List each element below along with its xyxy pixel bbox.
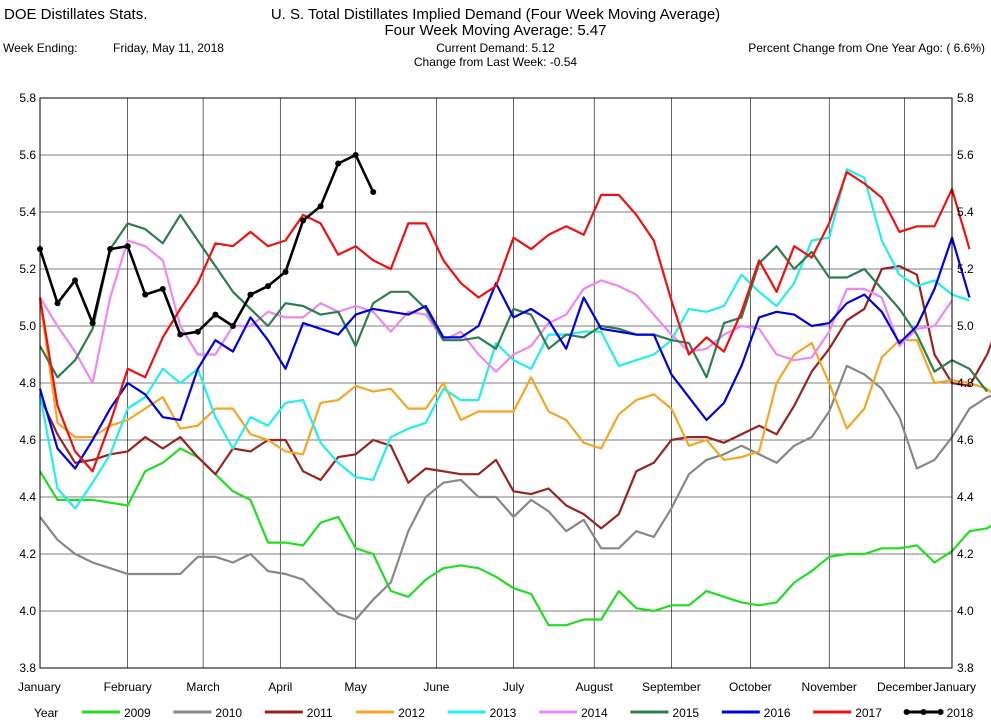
y-tick-label-right: 5.6: [957, 148, 974, 162]
legend-label-2010: 2010: [215, 706, 242, 720]
y-tick-label-right: 5.0: [957, 319, 974, 333]
x-tick-label: August: [576, 680, 614, 694]
y-tick-label: 5.0: [19, 319, 36, 333]
legend-label-2013: 2013: [490, 706, 517, 720]
chart-subtitle: Four Week Moving Average: 5.47: [384, 22, 607, 39]
legend-label-2011: 2011: [307, 706, 333, 720]
series-line-2015: [39, 213, 988, 393]
series-point-2018: [229, 323, 236, 329]
y-tick-label: 4.0: [19, 604, 36, 618]
legend-marker-2018: [903, 709, 910, 715]
plot-frame: [39, 97, 953, 669]
series-line-2012: [38, 300, 991, 461]
legend: Year 2009 2010 2011 2012 2013 2014 2015 2016 2017…: [34, 706, 974, 720]
y-tick-label-right: 4.6: [957, 433, 974, 447]
week-ending-date: Friday, May 11, 2018: [113, 41, 224, 55]
series-point-2018: [72, 277, 79, 284]
series-point-2018: [124, 243, 131, 250]
current-demand: Current Demand: 5.12: [436, 41, 555, 55]
y-tick-label: 4.6: [19, 433, 36, 447]
y-tick-label: 4.8: [19, 376, 36, 390]
grid: [40, 97, 952, 669]
legend-title: Year: [34, 706, 58, 720]
series-point-2018: [177, 331, 184, 338]
y-tick-label-right: 3.8: [957, 661, 974, 675]
series-point-2018: [300, 217, 307, 224]
app-title: DOE Distillates Stats.: [4, 6, 148, 23]
y-tick-label: 5.2: [19, 262, 36, 276]
series-line-2011: [39, 265, 991, 530]
y-tick-label: 3.8: [19, 661, 36, 675]
x-tick-label: January: [18, 680, 61, 694]
series-line-2018: [38, 153, 375, 336]
series-line-2017: [38, 171, 971, 473]
x-tick-label: March: [186, 680, 219, 694]
series-layer: [37, 152, 991, 627]
legend-label-2009: 2009: [124, 706, 151, 720]
legend-label-2017: 2017: [855, 706, 882, 720]
y-tick-label: 5.6: [19, 148, 36, 162]
series-point-2018: [352, 152, 359, 158]
y-tick-label: 5.4: [19, 205, 36, 219]
series-point-2018: [194, 328, 201, 335]
x-tick-label: January: [933, 680, 976, 694]
x-tick-label: November: [802, 680, 857, 694]
series-line-2010: [39, 364, 991, 621]
series-point-2018: [107, 246, 114, 253]
chart-title: U. S. Total Distillates Implied Demand (…: [270, 6, 721, 23]
y-tick-label-right: 4.2: [957, 547, 974, 561]
series-point-2018: [265, 283, 271, 290]
change-from-last-week: Change from Last Week: -0.54: [413, 55, 578, 69]
x-tick-label: December: [877, 680, 932, 694]
y-tick-label: 5.8: [19, 91, 36, 105]
series-point-2018: [89, 320, 96, 327]
series-point-2018: [317, 203, 324, 210]
series-line-2014: [39, 239, 953, 385]
legend-label-2012: 2012: [398, 706, 425, 720]
y-tick-label-right: 4.4: [957, 490, 974, 504]
legend-label-2015: 2015: [672, 706, 699, 720]
legend-label-2016: 2016: [764, 706, 791, 720]
series-line-2013: [38, 168, 970, 510]
series-point-2018: [159, 285, 166, 292]
y-tick-label-right: 4.8: [957, 376, 974, 390]
series-point-2018: [247, 291, 254, 298]
legend-marker-2018: [920, 709, 927, 715]
y-tick-label-right: 5.4: [957, 205, 974, 219]
series-point-2018: [335, 160, 342, 167]
y-axis-right: 3.8 4.0 4.2 4.4 4.6 4.8 5.0 5.2 5.4 5.6 5.8: [957, 91, 974, 675]
series-line-2016: [38, 236, 971, 470]
x-tick-label: July: [503, 680, 524, 694]
y-axis-left: 3.8 4.0 4.2 4.4 4.6 4.8 5.0 5.2 5.4 5.6 5.8: [19, 91, 36, 675]
percent-change-one-year: Percent Change from One Year Ago: ( 6.6%…: [748, 41, 985, 55]
legend-label-2018: 2018: [947, 706, 974, 720]
y-tick-label-right: 4.0: [957, 604, 974, 618]
x-tick-label: October: [729, 680, 772, 694]
series-line-2009: [39, 447, 991, 627]
x-tick-label: September: [642, 680, 701, 694]
series-point-2018: [212, 311, 219, 318]
x-axis: January February March April May June July Augu…: [18, 680, 976, 694]
series-point-2018: [54, 300, 61, 307]
y-tick-label-right: 5.8: [957, 91, 974, 105]
x-tick-label: February: [104, 680, 152, 694]
y-tick-label: 4.2: [19, 547, 36, 561]
legend-marker-2018: [937, 709, 944, 715]
x-tick-label: April: [268, 680, 292, 694]
series-point-2018: [282, 268, 289, 275]
y-tick-label-right: 5.2: [957, 262, 974, 276]
x-tick-label: June: [423, 680, 449, 694]
y-tick-label: 4.4: [19, 490, 36, 504]
week-ending-label: Week Ending:: [3, 41, 78, 55]
legend-label-2014: 2014: [581, 706, 608, 720]
series-point-2018: [370, 189, 377, 196]
series-point-2018: [142, 291, 149, 298]
x-tick-label: May: [344, 680, 367, 694]
